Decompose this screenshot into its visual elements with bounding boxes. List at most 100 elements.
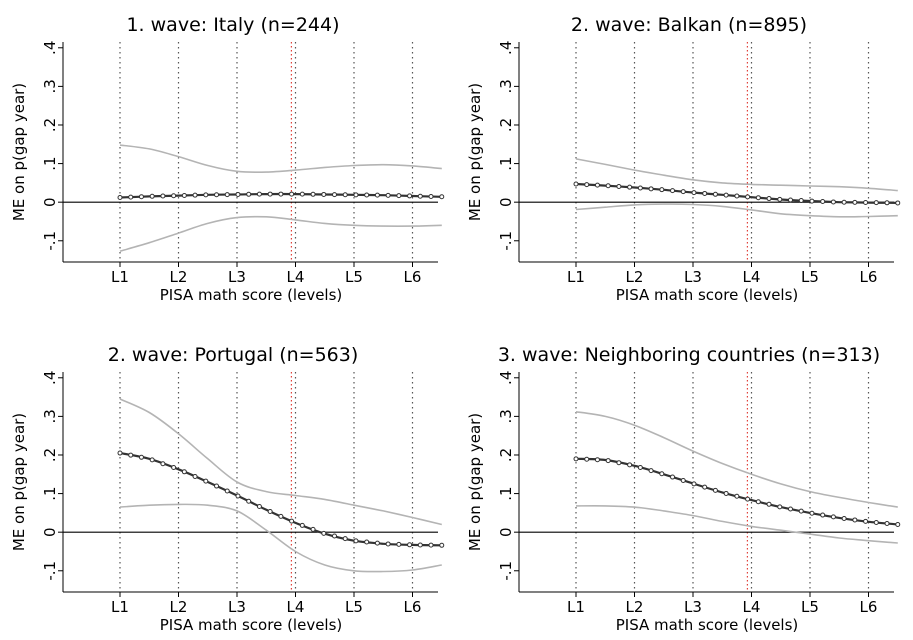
estimate-marker bbox=[385, 541, 391, 547]
chart-title: 2. wave: Portugal (n=563) bbox=[108, 344, 359, 366]
y-tick-label: .2 bbox=[497, 118, 515, 132]
estimate-marker bbox=[246, 191, 252, 197]
estimate-marker bbox=[149, 193, 155, 199]
x-tick-label: L3 bbox=[684, 598, 702, 616]
estimate-marker bbox=[734, 193, 740, 199]
y-tick-label: .4 bbox=[41, 41, 59, 55]
ci-upper-line bbox=[575, 411, 898, 508]
ci-upper-line bbox=[119, 398, 442, 526]
estimate-marker bbox=[637, 185, 643, 191]
estimate-marker bbox=[702, 190, 708, 196]
y-axis-label: ME on p(gap year) bbox=[466, 413, 484, 551]
estimate-marker bbox=[353, 192, 359, 198]
y-tick-label: .1 bbox=[41, 156, 59, 170]
x-tick-label: L4 bbox=[287, 268, 305, 286]
estimate-marker bbox=[820, 199, 826, 205]
estimate-marker bbox=[852, 199, 858, 205]
estimate-marker bbox=[691, 190, 697, 196]
estimate-marker bbox=[594, 457, 600, 463]
y-tick-label: -.1 bbox=[41, 231, 59, 251]
estimate-marker bbox=[289, 518, 295, 524]
estimate-marker bbox=[278, 513, 284, 519]
estimate-marker bbox=[616, 460, 622, 466]
ci-upper-line bbox=[119, 144, 442, 174]
estimate-marker bbox=[680, 477, 686, 483]
estimate-marker bbox=[863, 518, 869, 524]
estimate-marker bbox=[659, 187, 665, 193]
estimate-marker bbox=[788, 506, 793, 512]
estimate-marker bbox=[573, 181, 579, 187]
y-tick-label: .2 bbox=[41, 118, 59, 132]
estimate-marker bbox=[766, 196, 772, 202]
estimate-marker bbox=[256, 503, 262, 509]
estimate-marker bbox=[627, 184, 633, 190]
ci-upper-line bbox=[575, 158, 898, 192]
estimate-marker bbox=[138, 194, 144, 200]
estimate-marker bbox=[605, 458, 611, 464]
x-tick-label: L5 bbox=[345, 268, 363, 286]
ci-lower-line bbox=[119, 503, 442, 573]
estimate-marker bbox=[809, 510, 815, 516]
estimate-marker bbox=[246, 498, 252, 504]
x-tick-label: L6 bbox=[404, 268, 422, 286]
estimate-marker bbox=[745, 496, 751, 502]
estimate-marker bbox=[712, 487, 718, 493]
chart-panel-2: 2. wave: Balkan (n=895) -.1 0 .1 .2 .3 .4 L1 L2 L… bbox=[466, 14, 901, 304]
y-tick-label: .4 bbox=[497, 41, 515, 55]
estimate-marker bbox=[171, 193, 177, 199]
y-tick-label: 0 bbox=[497, 197, 515, 207]
x-tick-label: L5 bbox=[345, 598, 363, 616]
estimate-marker bbox=[584, 182, 590, 188]
chart-title: 3. wave: Neighboring countries (n=313) bbox=[498, 344, 880, 366]
estimate-marker bbox=[895, 521, 901, 527]
ci-lower-line bbox=[119, 215, 442, 252]
estimate-marker bbox=[353, 538, 359, 544]
estimate-marker bbox=[321, 530, 327, 536]
x-tick-label: L4 bbox=[287, 598, 305, 616]
estimate-marker bbox=[428, 542, 434, 548]
estimate-marker bbox=[584, 456, 590, 462]
x-tick-label: L1 bbox=[567, 598, 585, 616]
estimate-marker bbox=[648, 186, 654, 192]
x-tick-label: L2 bbox=[170, 598, 188, 616]
x-axis-label: PISA math score (levels) bbox=[160, 286, 343, 304]
estimate-marker bbox=[766, 501, 772, 507]
chart-panel-3: 2. wave: Portugal (n=563) -.1 0 .1 .2 .3 .4 L1 L… bbox=[10, 344, 445, 634]
estimate-marker bbox=[299, 191, 305, 197]
x-tick-label: L2 bbox=[170, 268, 188, 286]
y-tick-label: .1 bbox=[497, 486, 515, 500]
estimate-marker bbox=[873, 200, 879, 206]
x-tick-label: L3 bbox=[684, 268, 702, 286]
estimate-marker bbox=[798, 198, 804, 204]
estimate-marker bbox=[310, 526, 316, 532]
x-tick-label: L1 bbox=[111, 598, 129, 616]
estimate-marker bbox=[670, 474, 676, 480]
x-axis-label: PISA math score (levels) bbox=[160, 616, 343, 634]
x-tick-label: L4 bbox=[743, 268, 761, 286]
estimate-marker bbox=[181, 192, 187, 198]
estimate-marker bbox=[235, 493, 241, 499]
estimate-marker bbox=[884, 520, 890, 526]
estimate-marker bbox=[278, 191, 284, 197]
estimate-marker bbox=[417, 542, 423, 548]
chart-title: 1. wave: Italy (n=244) bbox=[126, 14, 339, 36]
estimate-marker bbox=[616, 183, 622, 189]
estimate-marker bbox=[745, 194, 751, 200]
estimate-marker bbox=[830, 514, 836, 520]
estimate-marker bbox=[149, 457, 155, 463]
estimate-marker bbox=[138, 454, 144, 460]
estimate-marker bbox=[841, 516, 847, 522]
x-tick-label: L5 bbox=[801, 268, 819, 286]
estimate-marker bbox=[788, 197, 793, 203]
estimate-marker bbox=[895, 200, 901, 206]
chart-panel-1: 1. wave: Italy (n=244) -.1 0 .1 .2 .3 .4 L1 L2 L3… bbox=[10, 14, 445, 304]
x-axis-label: PISA math score (levels) bbox=[616, 286, 799, 304]
estimate-marker bbox=[594, 182, 600, 188]
estimate-marker bbox=[385, 192, 391, 198]
y-tick-label: .2 bbox=[41, 448, 59, 462]
x-tick-label: L1 bbox=[567, 268, 585, 286]
chart-panel-4: 3. wave: Neighboring countries (n=313) -.… bbox=[466, 344, 901, 634]
ci-lower-line bbox=[575, 203, 898, 218]
estimate-marker bbox=[224, 488, 230, 494]
estimate-marker bbox=[428, 193, 434, 199]
